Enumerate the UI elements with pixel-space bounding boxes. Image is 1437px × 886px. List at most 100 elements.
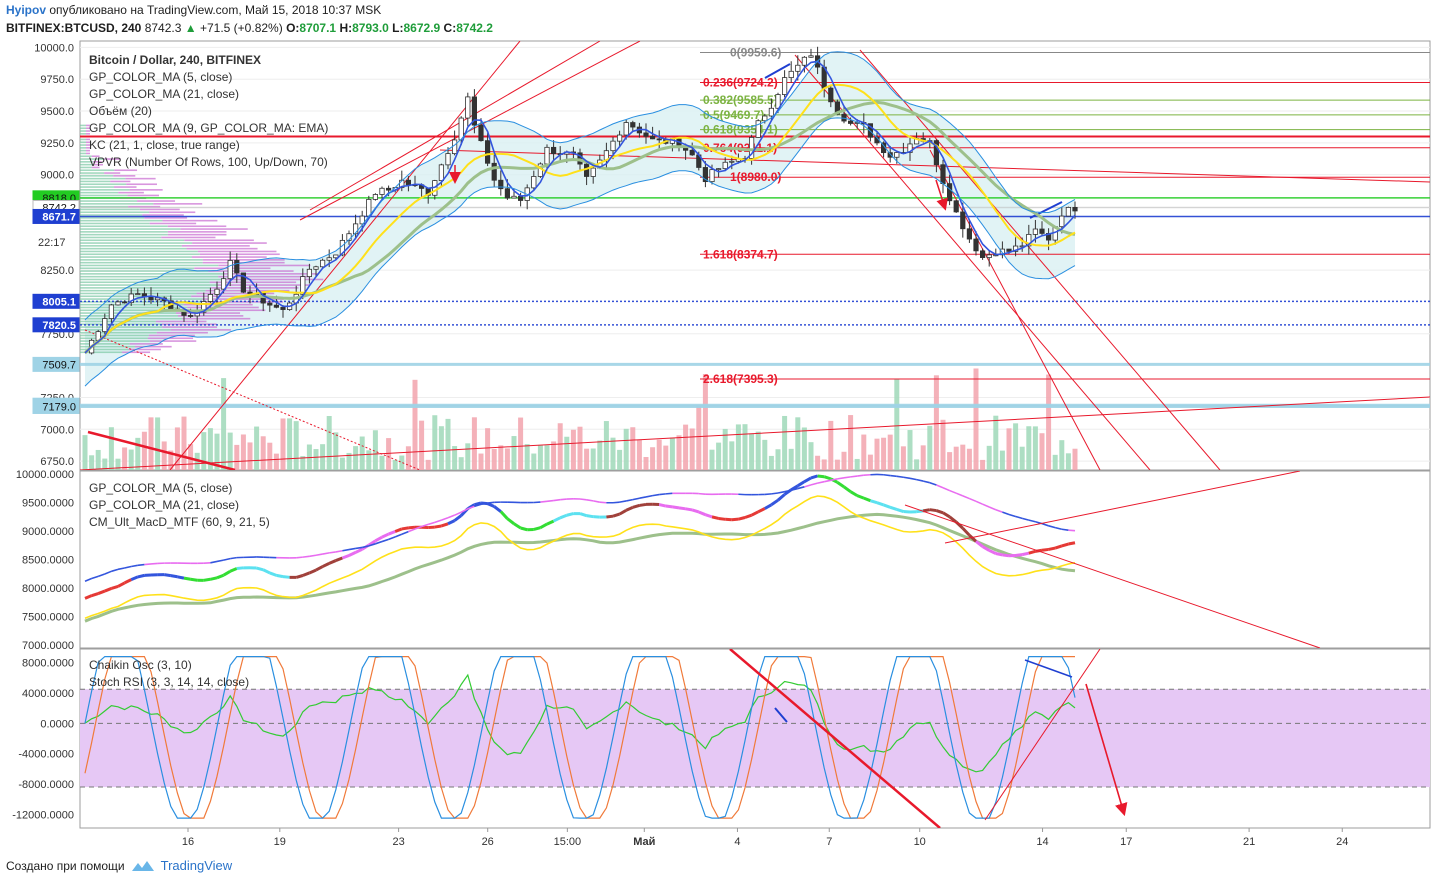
vpvr-bar-up: [80, 127, 86, 130]
macd-segment: [388, 530, 396, 536]
price-label-text: 8005.1: [42, 296, 76, 308]
candle-body: [960, 211, 966, 230]
macd-segment: [896, 508, 904, 513]
macd-segment: [262, 568, 271, 575]
volume-bar: [808, 442, 814, 470]
y-tick-label: 7500.0000: [22, 612, 74, 624]
candle-body: [207, 294, 213, 302]
vpvr-bar-up: [80, 200, 138, 202]
tradingview-link[interactable]: TradingView: [160, 858, 233, 873]
candle-body: [511, 195, 517, 199]
volume-bar: [663, 445, 669, 470]
published-text: опубликовано на TradingView.com, Май 15,…: [49, 3, 382, 17]
macd-segment: [328, 559, 337, 565]
volume-bar: [716, 442, 722, 470]
volume-bar: [419, 420, 425, 470]
author-link[interactable]: Hyipov: [6, 3, 47, 17]
vpvr-bar-down: [104, 158, 121, 160]
vpvr-bar-up: [80, 284, 218, 286]
stoch-band: [80, 689, 1430, 788]
candle-body: [1026, 233, 1032, 247]
vpvr-bar-up: [80, 166, 92, 169]
volume-bar: [788, 448, 794, 470]
vpvr-bar-down: [217, 284, 310, 286]
volume-bar: [986, 445, 992, 470]
vpvr-bar-up: [80, 303, 184, 306]
volume-bar: [353, 446, 359, 470]
volume-bar: [742, 424, 748, 470]
vpvr-bar-up: [80, 264, 219, 267]
vpvr-bar-up: [80, 189, 130, 191]
vpvr-bar-down: [184, 239, 254, 242]
candle-body: [795, 64, 801, 72]
volume-bar: [234, 444, 240, 470]
price-label-box: [32, 208, 80, 224]
volume-bar: [801, 427, 807, 470]
macd-upper-segment: [560, 498, 567, 501]
volume-bar: [504, 448, 510, 470]
vpvr-bar-down: [110, 180, 131, 183]
volume-bar: [815, 455, 821, 470]
volume-bar: [201, 432, 207, 470]
volume-bar: [1019, 446, 1025, 470]
macd-segment: [929, 508, 937, 513]
vpvr-bar-down: [155, 320, 207, 323]
macd-segment: [381, 532, 390, 539]
vpvr-bar-down: [139, 208, 180, 211]
legend-macd: CM_Ult_MacD_MTF (60, 9, 21, 5): [89, 515, 270, 529]
macd-upper-segment: [329, 551, 336, 554]
volume-bar: [168, 450, 174, 470]
macd-segment: [440, 522, 449, 528]
macd-segment: [559, 513, 568, 520]
legend-vpvr: VPVR (Number Of Rows, 100, Up/Down, 70): [89, 155, 328, 169]
volume-bar: [432, 415, 438, 470]
candle-body: [650, 135, 656, 140]
volume-bar: [141, 431, 147, 470]
volume-bar: [874, 438, 880, 470]
volume-bar: [927, 425, 933, 470]
macd-upper-segment: [626, 498, 633, 502]
macd-upper-segment: [764, 493, 772, 496]
volume-bar: [346, 452, 352, 470]
candle-body: [788, 70, 794, 79]
vpvr-bar-up: [80, 208, 140, 211]
macd-segment: [203, 577, 211, 582]
macd-upper-segment: [1068, 529, 1076, 532]
macd-upper-segment: [480, 502, 488, 506]
volume-bar: [993, 415, 999, 470]
vpvr-bar-up: [80, 175, 114, 177]
volume-bar: [768, 455, 774, 470]
vpvr-bar-up: [80, 169, 115, 172]
macd-upper-segment: [553, 498, 561, 502]
vpvr-bar-up: [80, 331, 157, 334]
macd-upper-segment: [942, 486, 950, 492]
vpvr-bar-up: [80, 315, 178, 317]
vpvr-bar-up: [80, 348, 129, 351]
trend-line-dotted: [84, 329, 421, 470]
candle-body: [749, 137, 755, 159]
vpvr-bar-up: [80, 334, 149, 337]
macd-upper-segment: [791, 487, 798, 492]
fib-label: 0(9959.6): [730, 46, 781, 60]
y-tick-label: 7000.0: [40, 424, 74, 436]
y-tick-label: 4000.0000: [22, 688, 74, 700]
vpvr-bar-down: [149, 222, 197, 225]
legend-stoch: Stoch RSI (3, 3, 14, 14, close): [89, 675, 249, 689]
candle-body: [894, 152, 900, 158]
volume-bar: [214, 433, 220, 470]
volume-bar: [676, 435, 682, 470]
candle-body: [128, 293, 134, 304]
vpvr-bar-down: [129, 343, 163, 345]
macd-segment: [632, 504, 640, 509]
ma21-line: [84, 83, 1076, 354]
candle-body: [1006, 248, 1012, 252]
macd-upper-segment: [454, 511, 462, 516]
vpvr-bar-up: [80, 217, 145, 219]
vpvr-bar-up: [80, 219, 163, 222]
volume-bar: [174, 427, 180, 470]
macd-upper-segment: [210, 560, 218, 564]
candle-body: [379, 187, 385, 195]
volume-bar: [326, 416, 332, 470]
vpvr-bar-down: [129, 189, 163, 191]
